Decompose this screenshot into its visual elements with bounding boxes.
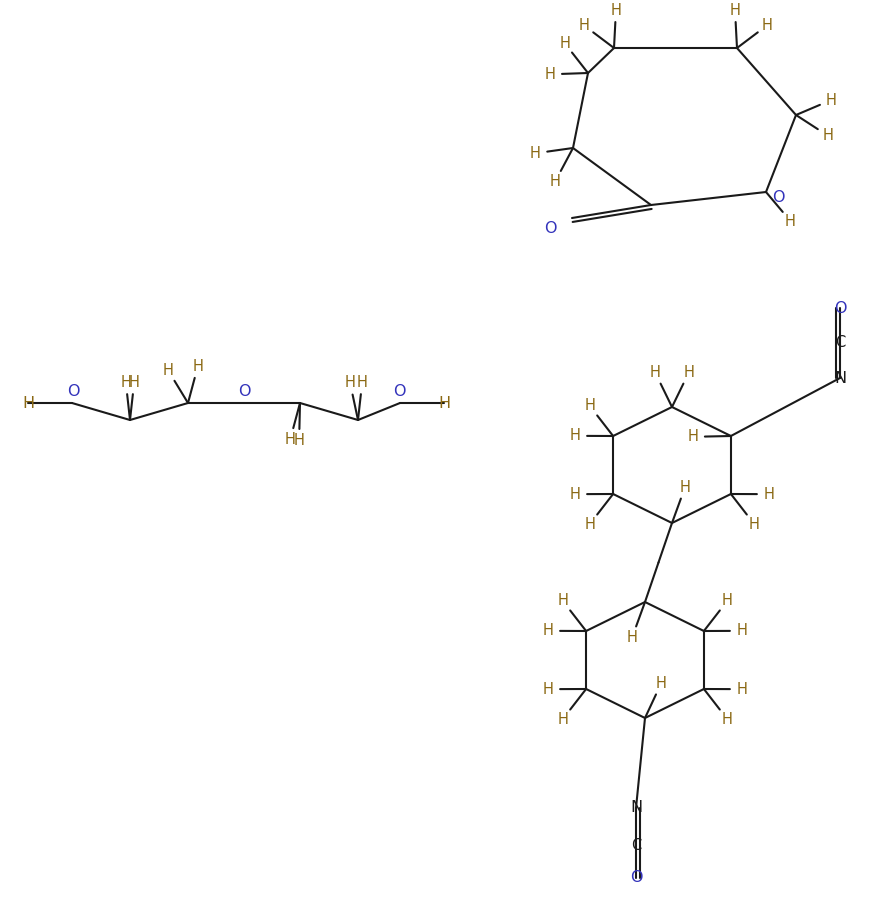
- Text: N: N: [834, 370, 846, 385]
- Text: H: H: [650, 365, 660, 381]
- Text: H: H: [345, 375, 355, 391]
- Text: O: O: [629, 870, 643, 886]
- Text: H: H: [680, 480, 690, 495]
- Text: O: O: [392, 383, 405, 399]
- Text: O: O: [834, 301, 846, 315]
- Text: H: H: [721, 712, 733, 726]
- Text: H: H: [764, 487, 774, 502]
- Text: H: H: [584, 399, 595, 414]
- Text: H: H: [688, 429, 698, 445]
- Text: H: H: [193, 359, 203, 374]
- Text: O: O: [544, 220, 556, 236]
- Text: H: H: [543, 681, 553, 697]
- Text: N: N: [630, 801, 642, 815]
- Text: H: H: [22, 395, 34, 411]
- Text: H: H: [736, 681, 747, 697]
- Text: H: H: [543, 624, 553, 638]
- Text: O: O: [772, 190, 784, 204]
- Text: H: H: [569, 487, 581, 502]
- Text: H: H: [736, 624, 747, 638]
- Text: H: H: [560, 36, 570, 50]
- Text: H: H: [826, 93, 836, 107]
- Text: H: H: [611, 3, 621, 17]
- Text: H: H: [721, 593, 733, 609]
- Text: H: H: [584, 516, 595, 532]
- Text: O: O: [67, 383, 80, 399]
- Text: H: H: [785, 214, 796, 228]
- Text: H: H: [569, 428, 581, 443]
- Text: H: H: [656, 676, 667, 691]
- Text: H: H: [683, 365, 694, 381]
- Text: H: H: [129, 375, 140, 390]
- Text: H: H: [545, 67, 555, 82]
- Text: H: H: [550, 174, 560, 189]
- Text: H: H: [293, 434, 305, 448]
- Text: C: C: [631, 837, 641, 853]
- Text: H: H: [357, 375, 368, 390]
- Text: H: H: [627, 630, 637, 646]
- Text: H: H: [822, 128, 834, 143]
- Text: H: H: [285, 432, 295, 447]
- Text: H: H: [578, 17, 589, 33]
- Text: C: C: [834, 335, 845, 349]
- Text: H: H: [163, 363, 173, 378]
- Text: H: H: [558, 712, 568, 726]
- Text: H: H: [729, 3, 741, 17]
- Text: H: H: [558, 593, 568, 609]
- Text: H: H: [438, 395, 450, 411]
- Text: O: O: [238, 383, 250, 399]
- Text: H: H: [530, 146, 541, 160]
- Text: H: H: [120, 375, 131, 390]
- Text: H: H: [749, 516, 759, 532]
- Text: H: H: [762, 17, 773, 33]
